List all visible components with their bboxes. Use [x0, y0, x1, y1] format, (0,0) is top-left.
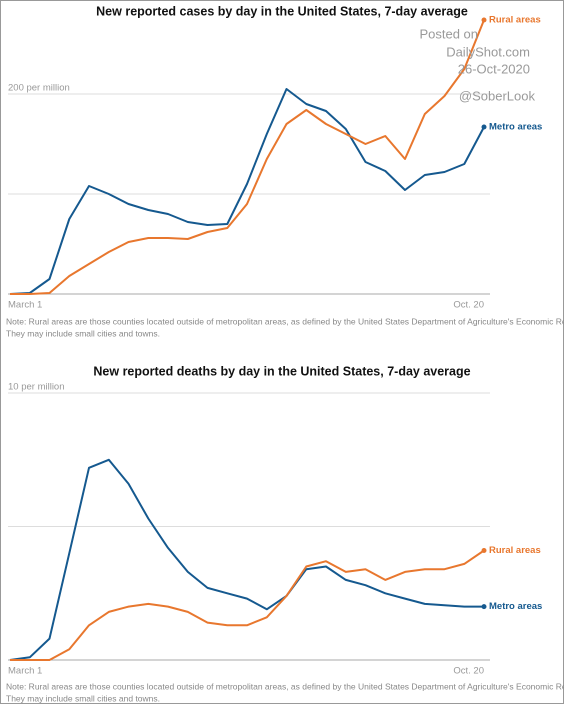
series-label: Rural areas — [489, 545, 541, 556]
note: Note: Rural areas are those counties loc… — [6, 316, 564, 326]
watermark: Posted on — [419, 26, 478, 41]
series-line — [10, 19, 485, 295]
note: They may include small cities and towns. — [6, 693, 160, 703]
watermark: @SoberLook — [459, 88, 536, 103]
watermark: DailyShot.com — [446, 44, 530, 59]
note: They may include small cities and towns. — [6, 328, 160, 338]
end-dot — [481, 17, 487, 23]
series-line — [9, 458, 484, 661]
watermark: 26-Oct-2020 — [458, 61, 530, 76]
x-tick-label: March 1 — [8, 666, 42, 677]
note: Note: Rural areas are those counties loc… — [6, 681, 564, 691]
series-label: Metro areas — [489, 122, 542, 133]
chart-title: New reported deaths by day in the United… — [93, 364, 470, 378]
y-tick-label: 10 per million — [8, 382, 65, 393]
series-line — [9, 88, 485, 295]
series-label: Metro areas — [489, 601, 542, 612]
end-dot — [481, 548, 487, 554]
end-dot — [481, 124, 487, 130]
chart-title: New reported cases by day in the United … — [96, 4, 468, 18]
x-tick-label: March 1 — [8, 300, 42, 311]
y-tick-label: 200 per million — [8, 83, 70, 94]
x-tick-label: Oct. 20 — [453, 300, 484, 311]
end-dot — [481, 604, 487, 610]
series-line — [10, 549, 485, 661]
x-tick-label: Oct. 20 — [453, 666, 484, 677]
series-label: Rural areas — [489, 15, 541, 26]
